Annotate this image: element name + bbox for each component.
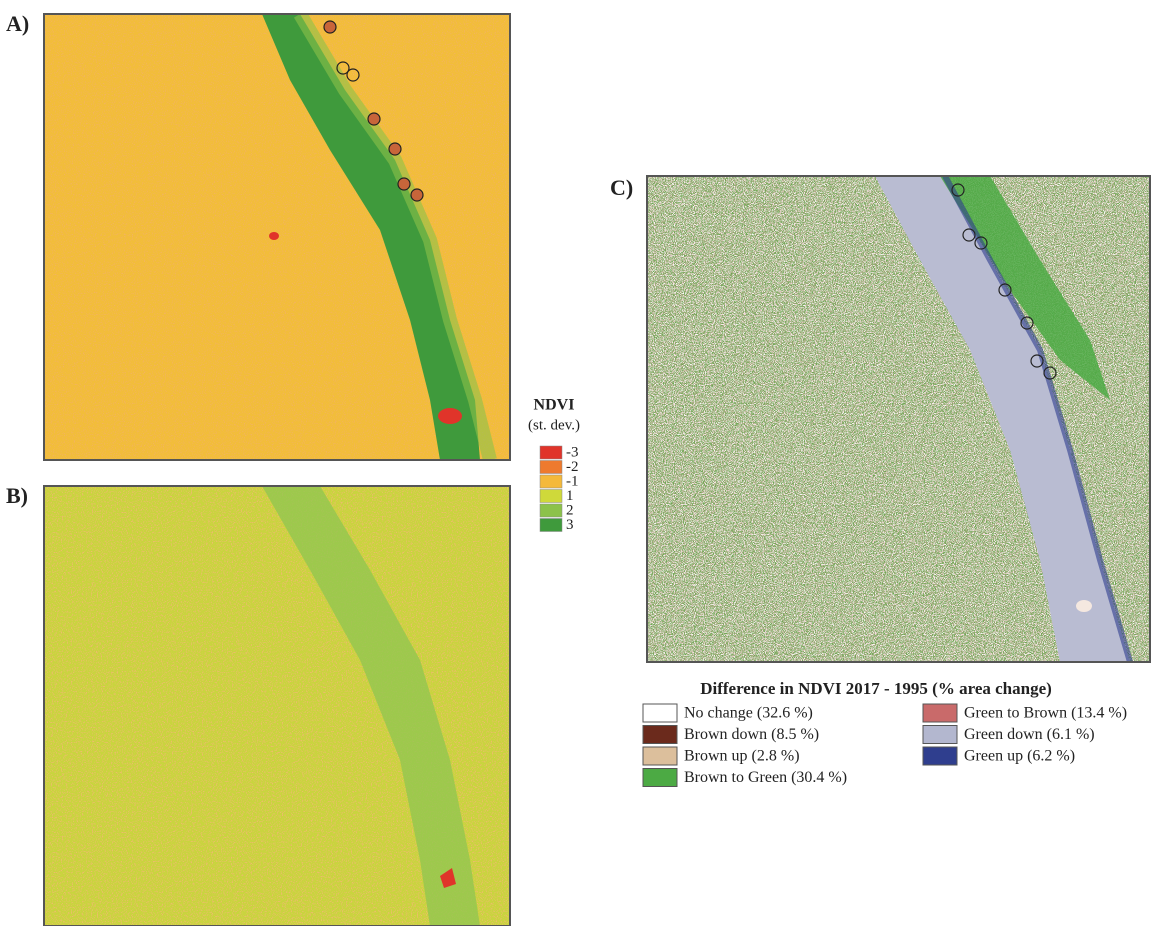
legend-swatch <box>643 769 677 787</box>
legend-swatch <box>540 504 562 517</box>
legend-swatch <box>923 704 957 722</box>
legend-label: Green to Brown (13.4 %) <box>964 705 1127 722</box>
legend-title: NDVI <box>534 397 575 414</box>
panel-label: B) <box>6 483 28 508</box>
legend-label: Brown down (8.5 %) <box>684 726 819 743</box>
map-b <box>44 486 510 926</box>
legend-label: Brown up (2.8 %) <box>684 748 800 765</box>
panel-label: A) <box>6 11 29 36</box>
legend-swatch <box>540 475 562 488</box>
legend-swatch <box>923 747 957 765</box>
legend-swatch <box>923 726 957 744</box>
legend-swatch <box>643 704 677 722</box>
legend-label: Brown to Green (30.4 %) <box>684 769 847 786</box>
legend-swatch <box>643 726 677 744</box>
legend-swatch <box>540 461 562 474</box>
map-c <box>647 176 1150 662</box>
legend-swatch <box>540 519 562 532</box>
legend-label: 3 <box>566 517 574 533</box>
legend-swatch <box>540 490 562 503</box>
legend-title: Difference in NDVI 2017 - 1995 (% area c… <box>700 679 1052 698</box>
legend-swatch <box>540 446 562 459</box>
legend-label: Green up (6.2 %) <box>964 748 1075 765</box>
legend-label: No change (32.6 %) <box>684 705 813 722</box>
map-a <box>44 14 510 460</box>
figure: A) B) C) NDVI (st. dev.) Difference in N… <box>0 0 1165 926</box>
legend-label: Green down (6.1 %) <box>964 726 1095 743</box>
panel-label: C) <box>610 175 633 200</box>
legend-subtitle: (st. dev.) <box>528 417 580 433</box>
legend-swatch <box>643 747 677 765</box>
